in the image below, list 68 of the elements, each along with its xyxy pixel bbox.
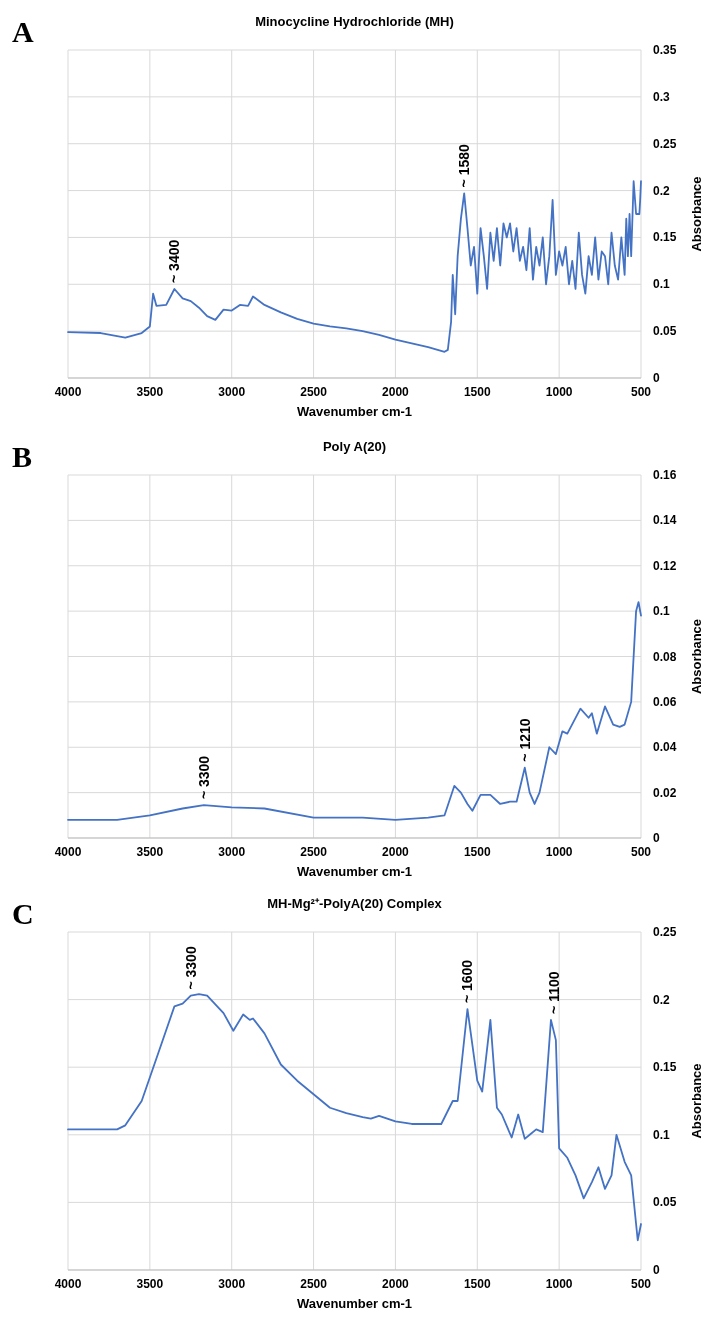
chart-title: Poly A(20) bbox=[322, 439, 387, 454]
x-axis-title: Wavenumber cm-1 bbox=[296, 1296, 413, 1311]
y-tick-label: 0.02 bbox=[653, 785, 677, 800]
text: B bbox=[12, 440, 33, 473]
x-tick-label: 2000 bbox=[382, 1277, 410, 1291]
annotation: ~ 3400 bbox=[166, 239, 183, 283]
annotation: ~ 3300 bbox=[182, 946, 199, 990]
x-tick-label: 3000 bbox=[218, 385, 246, 399]
x-tick-label: 3500 bbox=[136, 845, 164, 859]
line-series bbox=[67, 601, 642, 821]
x-tick-label: 2500 bbox=[300, 385, 328, 399]
x-tick-label: 2500 bbox=[300, 1277, 328, 1291]
x-tick-label: 1000 bbox=[545, 385, 573, 399]
x-tick-label: 2500 bbox=[300, 845, 328, 859]
x-tick-label: 3000 bbox=[218, 845, 246, 859]
x-tick-label: 1500 bbox=[463, 1277, 491, 1291]
line-series bbox=[67, 180, 642, 353]
y-tick-label: 0.15 bbox=[653, 230, 677, 245]
y-tick-label: 0.08 bbox=[653, 649, 677, 664]
y-tick-label: 0.1 bbox=[653, 277, 671, 292]
y-tick-label: 0 bbox=[653, 1263, 660, 1277]
y-tick-label: 0.3 bbox=[653, 89, 671, 104]
y-tick-label: 0.35 bbox=[653, 43, 677, 57]
x-tick-label: 4000 bbox=[54, 385, 82, 399]
x-tick-label: 500 bbox=[630, 1277, 652, 1291]
annotation: ~ 3300 bbox=[195, 755, 212, 800]
x-tick-label: 3500 bbox=[136, 1277, 164, 1291]
y-tick-label: 0 bbox=[653, 831, 660, 845]
y-tick-label: 0.05 bbox=[653, 1195, 677, 1210]
x-tick-label: 1000 bbox=[545, 845, 573, 859]
y-tick-label: 0.05 bbox=[653, 324, 677, 339]
y-tick-label: 0.25 bbox=[653, 925, 677, 939]
x-tick-label: 3000 bbox=[218, 1277, 246, 1291]
x-tick-label: 500 bbox=[630, 385, 652, 399]
x-tick-label: 4000 bbox=[54, 1277, 82, 1291]
y-tick-label: 0.1 bbox=[653, 604, 671, 619]
x-tick-label: 1000 bbox=[545, 1277, 573, 1291]
y-axis-title: Absorbance bbox=[689, 618, 704, 695]
x-tick-label: 4000 bbox=[54, 845, 82, 859]
x-tick-label: 3500 bbox=[136, 385, 164, 399]
y-tick-label: 0.14 bbox=[653, 513, 677, 528]
y-axis-title: Absorbance bbox=[689, 176, 704, 252]
text: A bbox=[12, 15, 34, 48]
annotation: ~ 1210 bbox=[516, 718, 533, 762]
y-tick-label: 0.2 bbox=[653, 183, 671, 198]
annotation: ~ 1100 bbox=[546, 971, 563, 1014]
x-tick-label: 1500 bbox=[463, 845, 491, 859]
x-tick-label: 1500 bbox=[463, 385, 491, 399]
y-tick-label: 0.04 bbox=[653, 740, 677, 755]
y-tick-label: 0.06 bbox=[653, 694, 677, 709]
y-tick-label: 0.2 bbox=[653, 992, 671, 1007]
text: C bbox=[12, 897, 34, 930]
x-tick-label: 2000 bbox=[382, 845, 410, 859]
y-tick-label: 0.12 bbox=[653, 558, 677, 573]
y-axis-title: Absorbance bbox=[689, 1063, 704, 1139]
chart-title: MH-Mg²⁺-PolyA(20) Complex bbox=[267, 896, 443, 911]
y-tick-label: 0 bbox=[653, 371, 660, 385]
x-tick-label: 2000 bbox=[382, 385, 410, 399]
x-axis-title: Wavenumber cm-1 bbox=[296, 404, 413, 419]
y-tick-label: 0.25 bbox=[653, 136, 677, 151]
annotation: ~ 1580 bbox=[456, 143, 473, 188]
chart-title: Minocycline Hydrochloride (MH) bbox=[255, 14, 454, 29]
x-tick-label: 500 bbox=[630, 845, 652, 859]
y-tick-label: 0.1 bbox=[653, 1127, 671, 1142]
y-tick-label: 0.15 bbox=[653, 1060, 677, 1075]
y-tick-label: 0.16 bbox=[653, 468, 677, 482]
annotation: ~ 1600 bbox=[459, 959, 476, 1004]
x-axis-title: Wavenumber cm-1 bbox=[296, 864, 413, 879]
